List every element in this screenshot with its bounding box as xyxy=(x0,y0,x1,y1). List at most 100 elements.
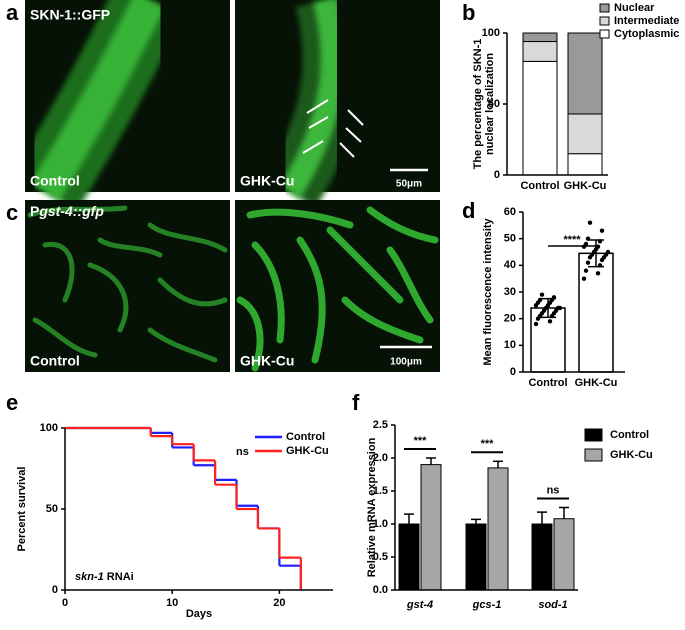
micrograph xyxy=(235,200,440,372)
data-point xyxy=(533,321,539,327)
data-point xyxy=(605,249,611,255)
legend-label: Control xyxy=(286,431,325,443)
legend-swatch xyxy=(599,29,610,39)
image-label-part: P xyxy=(30,203,39,219)
bar-segment xyxy=(522,32,558,43)
x-tick-label: Control xyxy=(528,377,567,389)
error-bar xyxy=(471,518,481,524)
error-bar xyxy=(493,460,503,468)
y-tick-label: 20 xyxy=(504,313,516,325)
y-tick-label: 0 xyxy=(494,169,500,181)
data-point xyxy=(583,241,589,247)
y-axis-label: nuclear localization xyxy=(484,53,496,155)
y-tick-label: 40 xyxy=(504,259,516,271)
image-label: Control xyxy=(30,173,80,189)
panel-label: f xyxy=(352,390,360,415)
data-point xyxy=(585,260,591,265)
subtitle-part: RNAi xyxy=(104,571,134,583)
y-tick-label: 0 xyxy=(52,584,58,596)
legend-label: Intermediate xyxy=(614,15,679,27)
legend-label: GHK-Cu xyxy=(610,449,653,461)
significance-label: **** xyxy=(563,234,581,246)
data-point xyxy=(539,292,545,297)
significance-label: ns xyxy=(547,484,560,496)
x-tick-label: 20 xyxy=(273,597,285,609)
survival-curve xyxy=(65,426,302,590)
panel-label: c xyxy=(6,200,18,225)
data-point xyxy=(557,305,563,311)
y-tick-label: 1.5 xyxy=(373,485,388,497)
image-label: Control xyxy=(30,353,80,369)
x-tick-label: gcs-1 xyxy=(472,599,502,611)
subtitle-part: skn-1 xyxy=(75,571,104,583)
y-axis-label: Percent survival xyxy=(16,467,28,552)
y-tick-label: 10 xyxy=(504,339,516,351)
panel-label: a xyxy=(6,0,19,25)
legend-swatch xyxy=(599,16,610,26)
subtitle: skn-1 RNAi xyxy=(75,571,134,583)
bar-segment xyxy=(567,153,603,176)
micrograph xyxy=(235,0,440,208)
legend-swatch xyxy=(599,3,610,13)
error-bar xyxy=(426,457,436,465)
bar xyxy=(398,523,420,591)
data-point xyxy=(599,228,605,233)
bar-segment xyxy=(522,60,558,176)
y-tick-label: 0.5 xyxy=(373,551,388,563)
y-tick-label: 1.0 xyxy=(373,518,388,530)
data-point xyxy=(595,244,601,249)
data-point xyxy=(595,271,601,276)
image-label: Pgst-4::gfp xyxy=(30,203,104,219)
significance-label: *** xyxy=(481,438,495,450)
x-tick-label: GHK-Cu xyxy=(575,377,618,389)
error-bar xyxy=(537,511,547,524)
legend-swatch xyxy=(584,428,603,442)
y-axis-label: Relative mRNA expression xyxy=(366,437,378,577)
data-point xyxy=(587,220,593,225)
y-tick-label: 50 xyxy=(46,503,58,515)
error-bar xyxy=(588,239,604,268)
bar-segment xyxy=(567,113,603,155)
bar xyxy=(420,464,442,591)
legend-label: Cytoplasmic xyxy=(614,28,679,40)
legend-swatch xyxy=(584,448,603,462)
image-label: GHK-Cu xyxy=(240,173,294,189)
y-tick-label: 2.5 xyxy=(373,419,388,431)
bar xyxy=(553,518,575,591)
data-point xyxy=(581,276,587,281)
legend-label: Nuclear xyxy=(614,2,655,14)
bar xyxy=(531,523,553,591)
y-tick-label: 50 xyxy=(504,233,516,245)
significance-label: *** xyxy=(414,435,428,447)
y-tick-label: 100 xyxy=(482,27,500,39)
y-axis-label: The percentage of SKN-1 xyxy=(472,39,484,170)
x-tick-label: sod-1 xyxy=(538,599,567,611)
panel-label: e xyxy=(6,390,18,415)
legend-label: GHK-Cu xyxy=(286,445,329,457)
x-tick-label: gst-4 xyxy=(406,599,433,611)
legend-label: Control xyxy=(610,429,649,441)
image-label-part: gst-4::gfp xyxy=(38,203,104,219)
image-label: SKN-1::GFP xyxy=(30,7,110,23)
x-axis-label: Days xyxy=(186,608,212,620)
y-tick-label: 60 xyxy=(504,206,516,218)
bar-segment xyxy=(567,32,603,115)
error-bar xyxy=(559,506,569,519)
panel-label: b xyxy=(462,0,475,25)
scale-label: 50μm xyxy=(396,179,422,190)
error-bar xyxy=(540,297,556,319)
y-tick-label: 100 xyxy=(40,422,58,434)
y-tick-label: 50 xyxy=(488,98,500,110)
micrograph xyxy=(25,200,230,372)
bar-segment xyxy=(522,41,558,62)
x-tick-label: GHK-Cu xyxy=(564,180,607,192)
scale-label: 100μm xyxy=(390,357,422,368)
y-tick-label: 30 xyxy=(504,286,516,298)
data-point xyxy=(583,268,589,273)
bar xyxy=(487,467,509,591)
y-tick-label: 0.0 xyxy=(373,584,388,596)
x-tick-label: Control xyxy=(520,180,559,192)
data-point xyxy=(547,319,553,324)
y-axis-label: Mean fluorescence intensity xyxy=(482,217,494,365)
